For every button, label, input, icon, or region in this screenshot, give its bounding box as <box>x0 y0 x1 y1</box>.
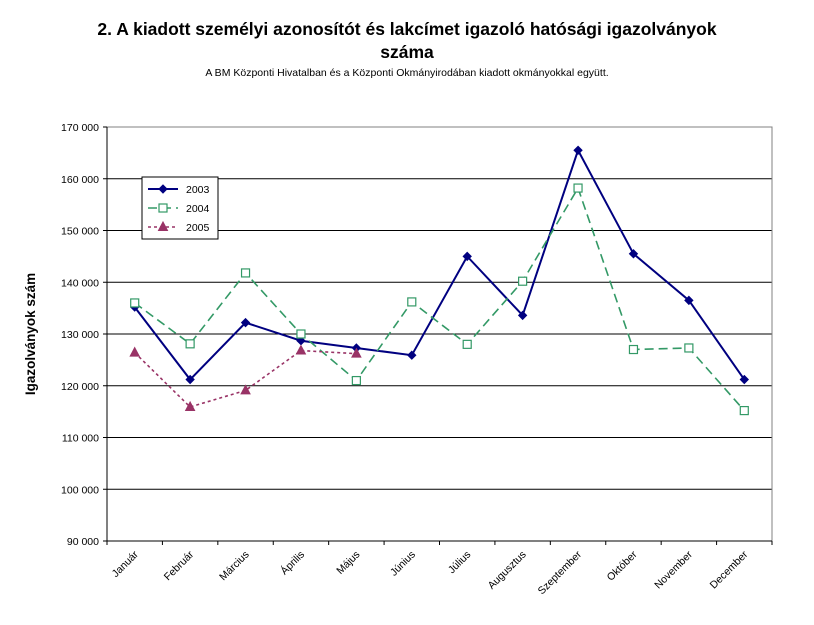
x-tick-label: Június <box>388 549 418 579</box>
data-point-marker <box>240 384 251 395</box>
data-point-marker <box>185 339 195 349</box>
legend-item-2005: 2005 <box>148 220 210 234</box>
data-point-marker <box>573 183 583 193</box>
data-point-marker <box>739 405 749 416</box>
data-point-marker <box>462 251 472 262</box>
y-tick-label: 160 000 <box>61 174 99 186</box>
y-tick-label: 140 000 <box>61 277 99 289</box>
series-2005 <box>129 344 362 411</box>
series-2003 <box>130 145 749 385</box>
legend-label: 2004 <box>186 203 210 215</box>
legend-label: 2003 <box>186 184 210 196</box>
x-tick-label: November <box>652 548 695 591</box>
series-line-2005 <box>134 349 357 408</box>
data-point-marker <box>517 310 528 321</box>
x-tick-label: Augusztus <box>486 549 529 592</box>
legend-item-2003: 2003 <box>148 184 210 196</box>
y-tick-label: 170 000 <box>61 122 99 134</box>
data-point-marker <box>184 400 196 411</box>
legend-label: 2005 <box>186 222 210 234</box>
y-tick-label: 110 000 <box>62 433 99 445</box>
y-axis: 90 000 100 000 110 000 120 000 130 000 140 00… <box>61 122 108 548</box>
legend: 2003 2004 2005 <box>141 176 219 240</box>
x-tick-label: Január <box>110 548 142 580</box>
data-point-marker <box>157 220 169 231</box>
data-point-marker <box>240 317 251 328</box>
data-point-marker <box>739 374 749 385</box>
x-tick-label: Május <box>334 549 362 577</box>
data-point-marker <box>573 145 583 155</box>
data-point-marker <box>351 347 362 358</box>
data-point-marker <box>240 268 251 278</box>
x-tick-label: December <box>708 548 751 591</box>
data-point-marker <box>296 329 306 339</box>
data-point-marker <box>407 350 417 360</box>
chart-title-line1: 2. A kiadott személyi azonosítót és lakc… <box>97 19 717 39</box>
series-line-2004 <box>134 186 745 412</box>
data-point-marker <box>185 374 195 385</box>
series-line-2003 <box>133 147 746 382</box>
y-tick-label: 90 000 <box>67 536 99 548</box>
data-point-marker <box>158 184 168 194</box>
chart-title-line2: száma <box>380 42 434 62</box>
y-tick-label: 100 000 <box>61 484 99 496</box>
y-axis-label: Igazolványok szám <box>23 273 38 395</box>
x-tick-label: Március <box>217 549 251 583</box>
data-point-marker <box>129 346 141 357</box>
data-point-marker <box>684 295 694 306</box>
data-point-marker <box>518 276 528 286</box>
legend-item-2004: 2004 <box>148 203 210 215</box>
x-tick-label: Február <box>162 548 197 583</box>
x-tick-label: Április <box>278 548 307 577</box>
series-2004 <box>130 183 749 416</box>
series-layer <box>129 145 749 416</box>
x-tick-label: Július <box>446 549 473 576</box>
x-tick-label: Szeptember <box>536 548 585 597</box>
data-point-marker <box>628 249 639 259</box>
data-point-marker <box>462 339 472 349</box>
data-point-marker <box>684 343 694 353</box>
y-tick-label: 130 000 <box>61 329 99 341</box>
data-point-marker <box>351 375 361 386</box>
x-tick-label: Október <box>605 548 640 583</box>
chart-title: 2. A kiadott személyi azonosítót és lakc… <box>0 18 814 64</box>
x-axis: Január Február Március Április Május Június Jú… <box>106 540 773 597</box>
chart-subtitle: A BM Központi Hivatalban és a Központi O… <box>205 67 609 79</box>
data-point-marker <box>407 297 417 307</box>
data-point-marker <box>158 203 168 213</box>
data-point-marker <box>628 344 639 355</box>
y-tick-label: 120 000 <box>61 381 99 393</box>
data-point-marker <box>130 298 140 308</box>
data-point-marker <box>295 344 307 355</box>
y-tick-label: 150 000 <box>61 226 99 238</box>
